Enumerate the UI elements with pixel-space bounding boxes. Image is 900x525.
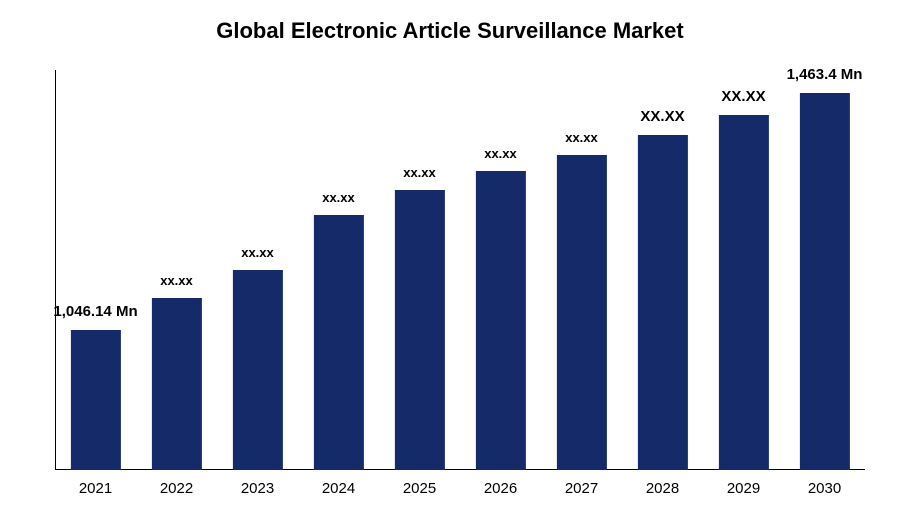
- bar-value-label: xx.xx: [565, 130, 598, 145]
- bar-value-label: XX.XX: [640, 108, 684, 125]
- x-axis-label: 2030: [808, 480, 841, 497]
- bar: [313, 215, 363, 470]
- bars-container: 1,046.14 Mn2021xx.xx2022xx.xx2023xx.xx20…: [55, 70, 865, 470]
- x-axis-label: 2024: [322, 480, 355, 497]
- bar-group: xx.xx2026: [460, 70, 541, 470]
- bar-group: 1,463.4 Mn2030: [784, 70, 865, 470]
- chart-title: Global Electronic Article Surveillance M…: [0, 18, 900, 44]
- x-axis-label: 2021: [79, 480, 112, 497]
- bar-value-label: xx.xx: [322, 190, 355, 205]
- bar-value-label: XX.XX: [721, 88, 765, 105]
- bar: [151, 298, 201, 471]
- bar-value-label: xx.xx: [484, 146, 517, 161]
- bar-group: XX.XX2028: [622, 70, 703, 470]
- bar: [475, 171, 525, 470]
- bar: [394, 190, 444, 470]
- bar-value-label: xx.xx: [241, 245, 274, 260]
- bar-group: 1,046.14 Mn2021: [55, 70, 136, 470]
- bar-group: XX.XX2029: [703, 70, 784, 470]
- bar-value-label: xx.xx: [403, 165, 436, 180]
- bar: [232, 270, 282, 470]
- x-axis-label: 2025: [403, 480, 436, 497]
- bar-group: xx.xx2022: [136, 70, 217, 470]
- x-axis-label: 2026: [484, 480, 517, 497]
- bar-value-label: xx.xx: [160, 273, 193, 288]
- x-axis-label: 2028: [646, 480, 679, 497]
- bar-value-label: 1,463.4 Mn: [787, 66, 863, 83]
- bar: [556, 155, 606, 470]
- bar: [799, 93, 849, 471]
- bar-group: xx.xx2027: [541, 70, 622, 470]
- bar-group: xx.xx2024: [298, 70, 379, 470]
- plot-area: 1,046.14 Mn2021xx.xx2022xx.xx2023xx.xx20…: [55, 70, 865, 470]
- bar: [637, 135, 687, 470]
- bar: [718, 115, 768, 470]
- bar: [70, 330, 120, 470]
- bar-value-label: 1,046.14 Mn: [53, 303, 137, 320]
- x-axis-label: 2027: [565, 480, 598, 497]
- x-axis-label: 2023: [241, 480, 274, 497]
- chart-container: Global Electronic Article Surveillance M…: [0, 0, 900, 525]
- x-axis-label: 2022: [160, 480, 193, 497]
- x-axis-label: 2029: [727, 480, 760, 497]
- bar-group: xx.xx2025: [379, 70, 460, 470]
- bar-group: xx.xx2023: [217, 70, 298, 470]
